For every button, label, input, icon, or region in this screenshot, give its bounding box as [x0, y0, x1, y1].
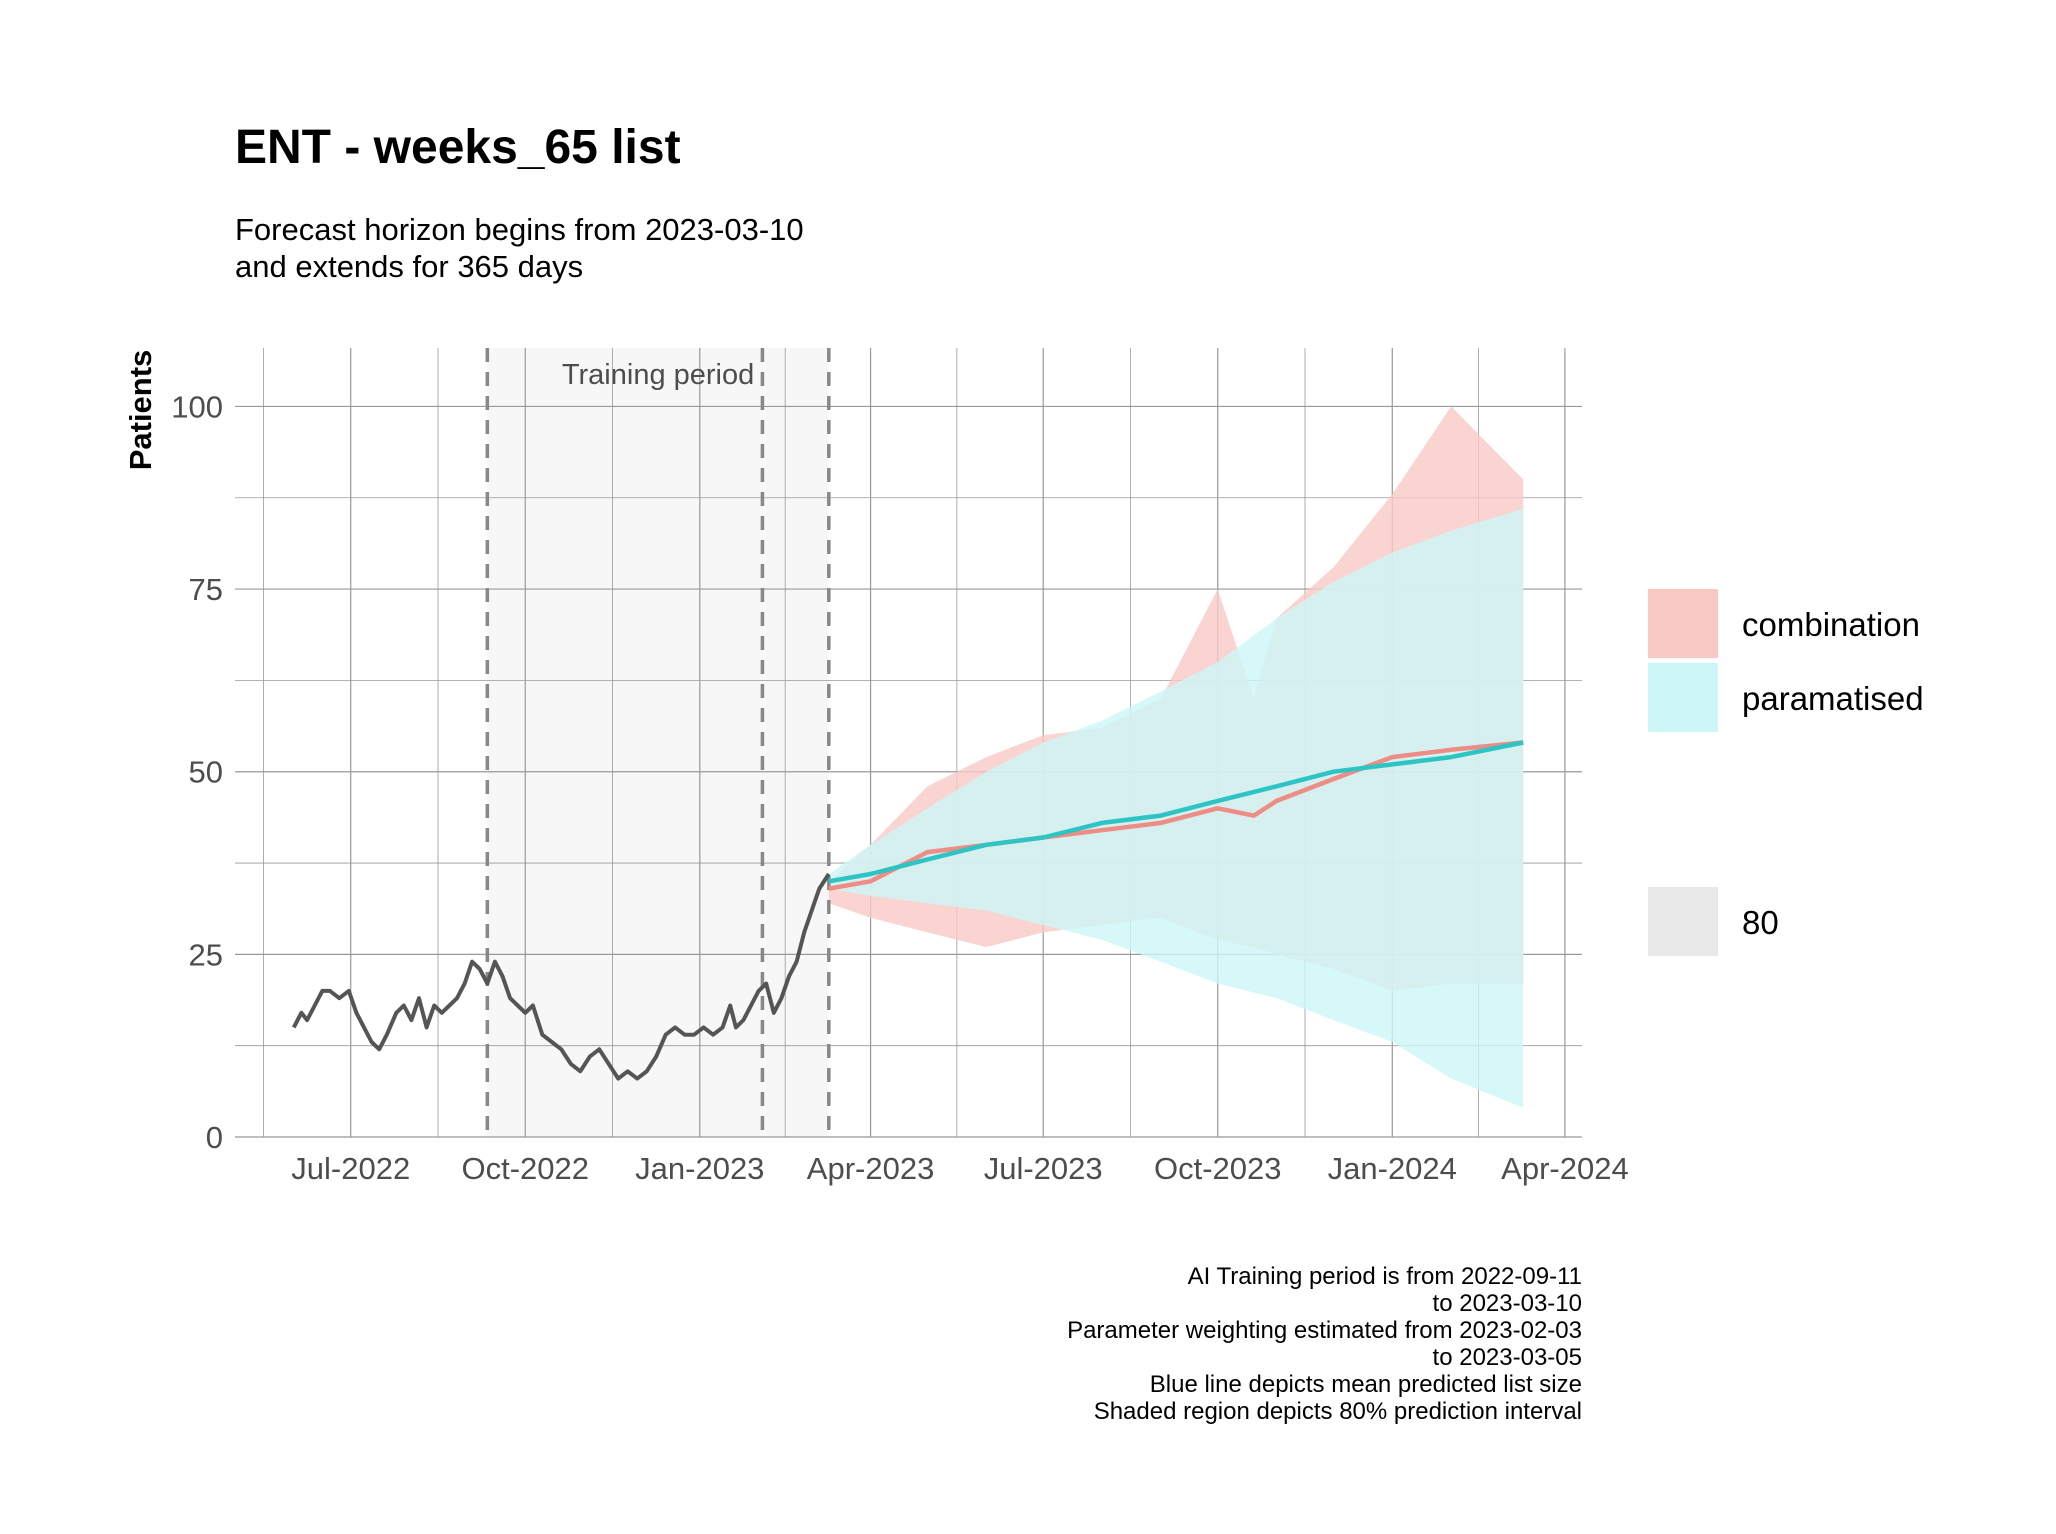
- caption-line-6: Shaded region depicts 80% prediction int…: [1094, 1398, 1582, 1425]
- x-tick-label: Jul-2022: [291, 1151, 410, 1186]
- y-tick-label: 75: [189, 572, 223, 607]
- mean-line-combination: [828, 740, 1524, 891]
- legend-label-combination: combination: [1742, 606, 1920, 643]
- x-tick-label: Jan-2024: [1328, 1151, 1457, 1186]
- caption: AI Training period is from 2022-09-11 to…: [1067, 1263, 1582, 1425]
- chart-subtitle-line-1: Forecast horizon begins from 2023-03-10: [235, 212, 804, 247]
- historical-line: [292, 872, 831, 1081]
- x-axis-ticks: Jul-2022 Oct-2022 Jan-2023 Apr-2023 Jul-2023…: [291, 1151, 1628, 1186]
- training-period-label: Training period: [562, 359, 754, 391]
- legend-swatch-paramatised: [1648, 663, 1718, 732]
- x-tick-label: Jan-2023: [635, 1151, 764, 1186]
- caption-line-2: to 2023-03-10: [1433, 1290, 1582, 1317]
- y-tick-label: 50: [189, 755, 223, 790]
- legend-label-80: 80: [1742, 904, 1779, 941]
- y-axis-label: Patients: [123, 350, 158, 471]
- legend: combination paramatised 80: [1648, 589, 1924, 956]
- y-tick-label: 100: [171, 389, 223, 424]
- band-paramatised: [828, 508, 1524, 1108]
- chart-subtitle-line-2: and extends for 365 days: [235, 249, 583, 284]
- y-tick-label: 25: [189, 937, 223, 972]
- chart-title: ENT - weeks_65 list: [235, 121, 681, 174]
- x-tick-label: Jul-2023: [984, 1151, 1103, 1186]
- caption-line-1: AI Training period is from 2022-09-11: [1188, 1263, 1582, 1290]
- prediction-bands: [828, 406, 1524, 1108]
- legend-swatch-80: [1648, 887, 1718, 956]
- caption-line-4: to 2023-03-05: [1433, 1344, 1582, 1371]
- y-tick-label: 0: [206, 1120, 223, 1155]
- caption-line-5: Blue line depicts mean predicted list si…: [1150, 1371, 1582, 1398]
- legend-swatch-combination: [1648, 589, 1718, 658]
- x-tick-label: Oct-2023: [1154, 1151, 1282, 1186]
- x-tick-label: Apr-2024: [1501, 1151, 1629, 1186]
- y-axis-ticks: 0 25 50 75 100: [171, 389, 223, 1155]
- caption-line-3: Parameter weighting estimated from 2023-…: [1067, 1317, 1582, 1344]
- mean-line-paramatised: [828, 740, 1524, 884]
- plot-area: Training period Jul-2022 Oct-2022 Jan-2023…: [171, 348, 1629, 1186]
- mean-lines: [292, 740, 1524, 1081]
- legend-label-paramatised: paramatised: [1742, 680, 1924, 717]
- x-tick-label: Oct-2022: [462, 1151, 590, 1186]
- training-boundaries: [485, 348, 831, 1137]
- x-tick-label: Apr-2023: [807, 1151, 935, 1186]
